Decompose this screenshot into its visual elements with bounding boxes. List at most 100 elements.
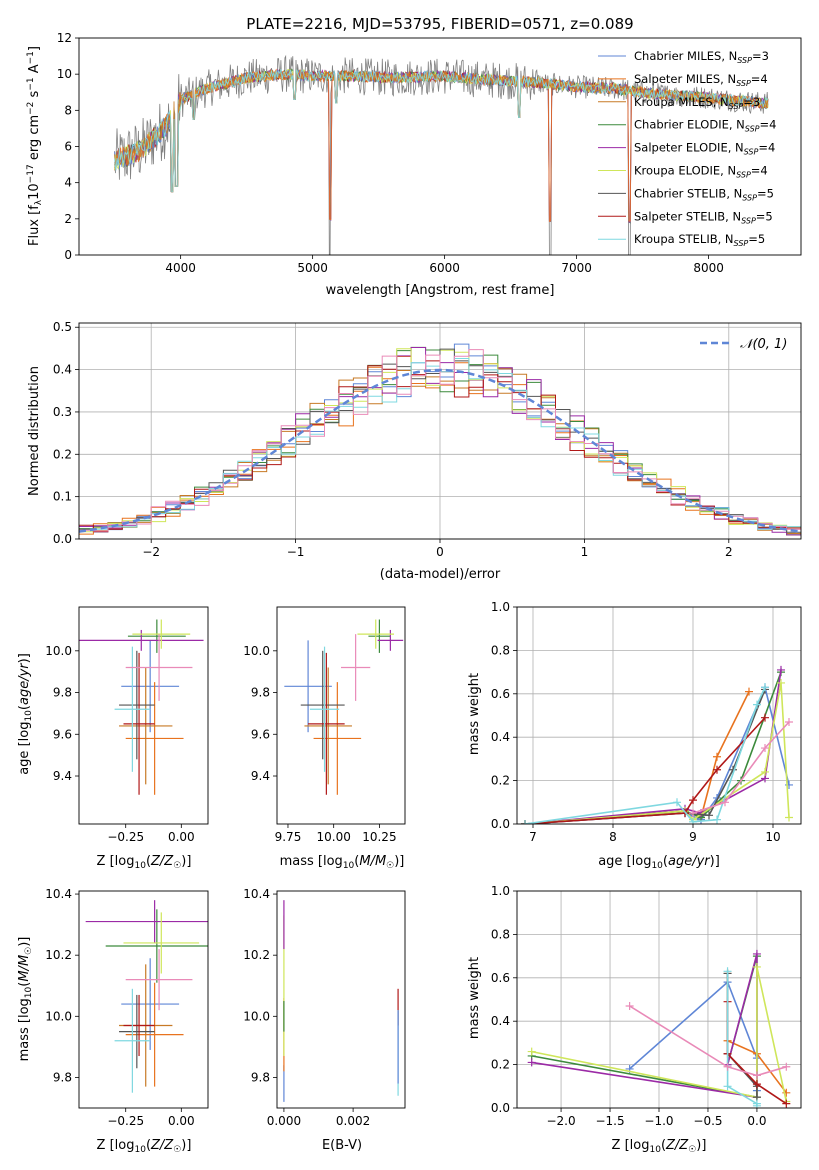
p5-frame xyxy=(516,606,802,825)
p5-marker-extra-0 xyxy=(689,809,697,818)
p6-marks xyxy=(85,900,208,1093)
spectrum-legend: Chabrier MILES, NSSP=3 Salpeter MILES, NS… xyxy=(598,49,776,248)
residual-ylabel: Normed distribution xyxy=(27,366,42,496)
p3-ytick-label-3: 10.0 xyxy=(45,644,72,658)
age-weight-xlabel: age [log10(age/yr)] xyxy=(598,854,720,871)
p8-marker-kroupa-elodie-0 xyxy=(527,1047,536,1056)
p5-ytick-label-5: 1.0 xyxy=(491,600,510,614)
spectrum-title: PLATE=2216, MJD=53795, FIBERID=0571, z=0… xyxy=(246,15,633,33)
p7-ytick-label-0: 9.8 xyxy=(251,1070,270,1084)
p7-ytick-label-2: 10.2 xyxy=(243,948,270,962)
p1-xtick-label-4: 8000 xyxy=(693,261,724,275)
z-age-ylabel: age [log10(age/yr)] xyxy=(17,653,34,775)
p8-marker-extra-2 xyxy=(752,1071,761,1080)
p2-ytick-label-0: 0.0 xyxy=(53,532,72,546)
legend-label-salpeter-elodie: Salpeter ELODIE, NSSP=4 xyxy=(634,141,775,157)
p7-frame xyxy=(276,890,406,1109)
ebv-mass-xlabel: E(B-V) xyxy=(322,1138,362,1153)
p5-marker-salpeter-miles-3 xyxy=(713,752,721,761)
p4-ytick-label-2: 9.8 xyxy=(251,686,270,700)
p5-marker-kroupa-stelib-0 xyxy=(521,820,529,824)
p8-marks xyxy=(527,949,791,1108)
residual-xlabel: (data-model)/error xyxy=(380,567,501,582)
spectrum-xlabel: wavelength [Angstrom, rest frame] xyxy=(326,283,555,298)
p6-ytick-label-1: 10.0 xyxy=(45,1009,72,1023)
ebv-mass-axis-ticks: 0.000 0.002 9.8 10.0 10.2 10.4 xyxy=(243,887,370,1128)
p4-xtick-label-1: 10.00 xyxy=(317,830,351,844)
p7-ytick-label-1: 10.0 xyxy=(243,1009,270,1023)
p2-ytick-label-4: 0.4 xyxy=(53,363,72,377)
p1-ytick-label-2: 4 xyxy=(64,176,72,190)
mass-age-panel: 9.75 10.00 10.25 9.4 9.6 9.8 10.0 mass [log10(… xyxy=(243,606,406,871)
p2-xtick-label-3: 1 xyxy=(581,545,589,559)
p5-marker-kroupa-stelib-4 xyxy=(753,700,761,709)
p5-line-extra xyxy=(692,721,790,814)
p8-marker-kroupa-stelib-0 xyxy=(723,967,732,976)
p8-marker-extra-3 xyxy=(782,1062,791,1071)
p5-xtick-label-0: 7 xyxy=(529,830,537,844)
legend-label-kroupa-miles: Kroupa MILES, NSSP=3 xyxy=(634,95,760,111)
p5-ytick-label-4: 0.8 xyxy=(491,643,510,657)
p3-ytick-label-1: 9.6 xyxy=(53,727,72,741)
p5-marker-extra-2 xyxy=(761,744,769,753)
p8-ytick-label-5: 1.0 xyxy=(491,884,510,898)
p8-marker-salpeter-stelib-3 xyxy=(782,1099,791,1108)
mass-age-plot-area xyxy=(276,606,406,825)
p8-ytick-label-2: 0.4 xyxy=(491,1014,510,1028)
p8-marker-kroupa-stelib-1 xyxy=(723,1082,732,1091)
p5-xtick-label-2: 9 xyxy=(689,830,697,844)
p8-marker-salpeter-elodie-2 xyxy=(752,949,761,958)
p3-frame xyxy=(78,606,209,825)
spectrum-ylabel: Flux [fλ10−17 erg cm−2 s−1 A−1] xyxy=(26,46,44,246)
p8-ytick-label-1: 0.2 xyxy=(491,1058,510,1072)
p5-marker-extra-3 xyxy=(785,718,793,727)
residual-axis-ticks: −2 −1 0 1 2 0.0 0.1 0.2 0.3 0.4 0.5 xyxy=(53,320,733,559)
spectrum-model-line-kroupa-stelib xyxy=(114,69,769,193)
p7-xtick-label-0: 0.000 xyxy=(267,1114,301,1128)
p2-xtick-label-2: 0 xyxy=(436,545,444,559)
p5-ytick-label-2: 0.4 xyxy=(491,730,510,744)
p4-marks xyxy=(284,619,404,795)
p8-xtick-label-1: −1.5 xyxy=(595,1114,624,1128)
p8-xtick-label-2: −1.0 xyxy=(644,1114,673,1128)
p5-marker-kroupa-stelib-1 xyxy=(673,798,681,807)
z-mass-axis-ticks: −0.25 0.00 9.8 10.0 10.2 10.4 xyxy=(45,887,194,1128)
age-weight-axis-ticks: 7 8 9 10 0.0 0.2 0.4 0.6 0.8 1.0 xyxy=(491,600,781,844)
p8-xtick-label-0: −2.0 xyxy=(546,1114,575,1128)
p5-marker-salpeter-stelib-2 xyxy=(689,796,697,805)
p5-marks xyxy=(521,665,793,824)
legend-label-chabrier-stelib: Chabrier STELIB, NSSP=5 xyxy=(634,186,774,202)
normal-curve xyxy=(79,368,801,533)
age-weight-ylabel: mass weight xyxy=(467,673,482,755)
p3-xtick-label-1: 0.00 xyxy=(168,830,195,844)
p5-marker-salpeter-elodie-4 xyxy=(777,665,785,674)
mass-age-axis-ticks: 9.75 10.00 10.25 9.4 9.6 9.8 10.0 xyxy=(243,644,396,844)
z-age-xlabel: Z [log10(Z/Z☉)] xyxy=(97,854,192,871)
p3-xtick-label-0: −0.25 xyxy=(107,830,144,844)
p2-xtick-label-0: −2 xyxy=(142,545,160,559)
p2-xtick-label-1: −1 xyxy=(287,545,305,559)
p5-marker-kroupa-elodie-5 xyxy=(785,813,793,822)
p3-ytick-label-0: 9.4 xyxy=(53,769,72,783)
p5-marker-kroupa-stelib-3 xyxy=(713,815,721,824)
legend-label-chabrier-miles: Chabrier MILES, NSSP=3 xyxy=(634,49,769,65)
ebv-mass-panel: 0.000 0.002 9.8 10.0 10.2 10.4 E(B-V) xyxy=(243,887,406,1153)
p4-frame xyxy=(276,606,406,825)
legend-label-kroupa-elodie: Kroupa ELODIE, NSSP=4 xyxy=(634,164,768,180)
p1-xtick-label-1: 5000 xyxy=(297,261,328,275)
p1-ytick-label-1: 2 xyxy=(64,212,72,226)
residual-plot-area xyxy=(78,322,802,540)
p8-xtick-label-3: −0.5 xyxy=(693,1114,722,1128)
p1-xtick-label-2: 6000 xyxy=(429,261,460,275)
p6-frame xyxy=(78,890,209,1109)
p5-ytick-label-3: 0.6 xyxy=(491,687,510,701)
p5-marker-chabrier-stelib-2 xyxy=(705,811,713,820)
p2-marks xyxy=(79,343,801,536)
p6-ytick-label-3: 10.4 xyxy=(45,887,72,901)
p8-line-kroupa-elodie xyxy=(531,966,788,1102)
p5-marker-kroupa-elodie-4 xyxy=(777,678,785,687)
p5-line-kroupa-stelib xyxy=(524,686,766,824)
z-mass-ylabel: mass [log10(M/M☉)] xyxy=(17,937,34,1062)
p8-marker-salpeter-elodie-0 xyxy=(527,1058,536,1067)
